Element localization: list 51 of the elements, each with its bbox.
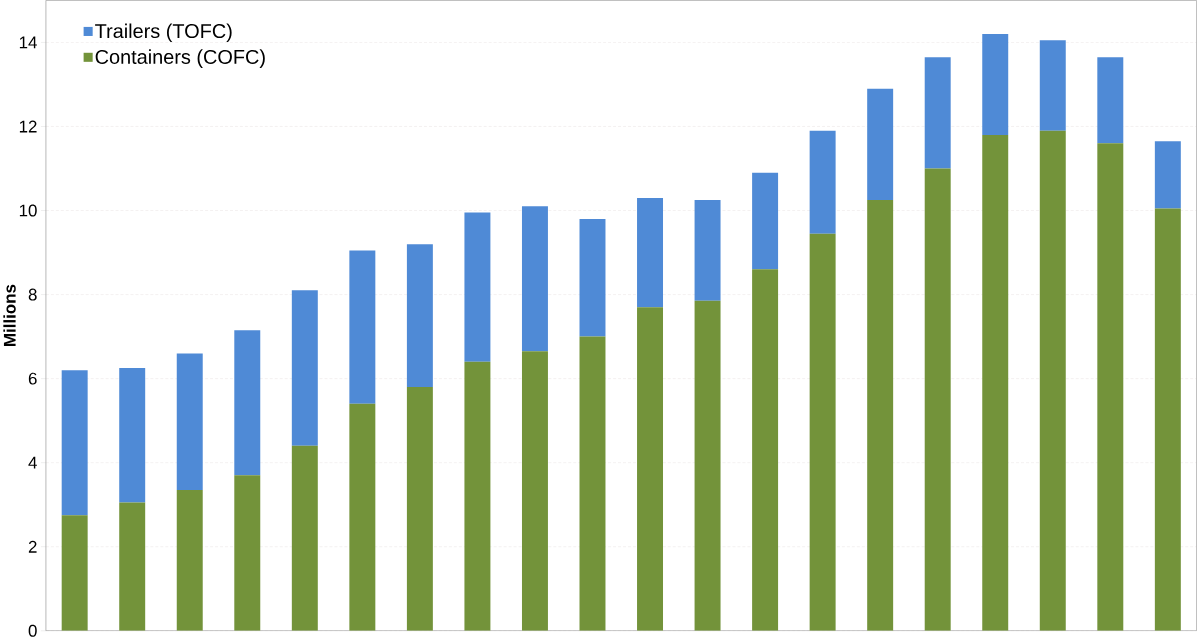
bar (579, 336, 606, 631)
bar (637, 307, 664, 631)
bar (637, 198, 664, 308)
y-tick-label: 4 (28, 457, 37, 469)
bar (1154, 208, 1181, 631)
bar (521, 206, 548, 352)
bar (867, 88, 894, 201)
bar (924, 168, 951, 631)
bar (1039, 40, 1066, 131)
bar (809, 233, 836, 631)
bar (61, 515, 88, 631)
bar (119, 368, 146, 503)
legend-label: Containers (COFC) (95, 49, 265, 69)
bar (464, 212, 491, 363)
bar (349, 404, 376, 631)
bar (464, 362, 491, 631)
bar (406, 244, 433, 388)
y-tick-label: 8 (28, 288, 37, 301)
bar (176, 490, 203, 631)
bar (694, 301, 721, 631)
bar (1097, 143, 1124, 631)
bar (1097, 57, 1124, 144)
bar (61, 370, 88, 516)
y-tick-label: 0 (28, 624, 37, 637)
y-tick-label: 2 (28, 541, 37, 553)
bar (176, 353, 203, 491)
y-tick-label: 12 (19, 120, 37, 133)
bar (234, 475, 261, 631)
bar (406, 387, 433, 631)
bar (982, 135, 1009, 631)
y-axis-title: Millions (3, 284, 16, 347)
bar (809, 130, 836, 234)
bar (924, 57, 951, 169)
legend-label: Trailers (TOFC) (95, 23, 232, 43)
bar (1039, 130, 1066, 631)
bar (1154, 141, 1181, 209)
bar (234, 330, 261, 476)
y-tick-label: 10 (19, 204, 37, 217)
bar (982, 34, 1009, 136)
y-tick-label: 6 (28, 372, 37, 385)
bar (521, 351, 548, 631)
bar (579, 219, 606, 337)
bar (867, 200, 894, 631)
bar (752, 269, 779, 631)
y-tick-label: 14 (19, 36, 37, 49)
bar (349, 250, 376, 405)
bar (291, 290, 318, 447)
bar (119, 502, 146, 631)
bar (694, 200, 721, 302)
bar (752, 172, 779, 270)
bar (291, 446, 318, 631)
